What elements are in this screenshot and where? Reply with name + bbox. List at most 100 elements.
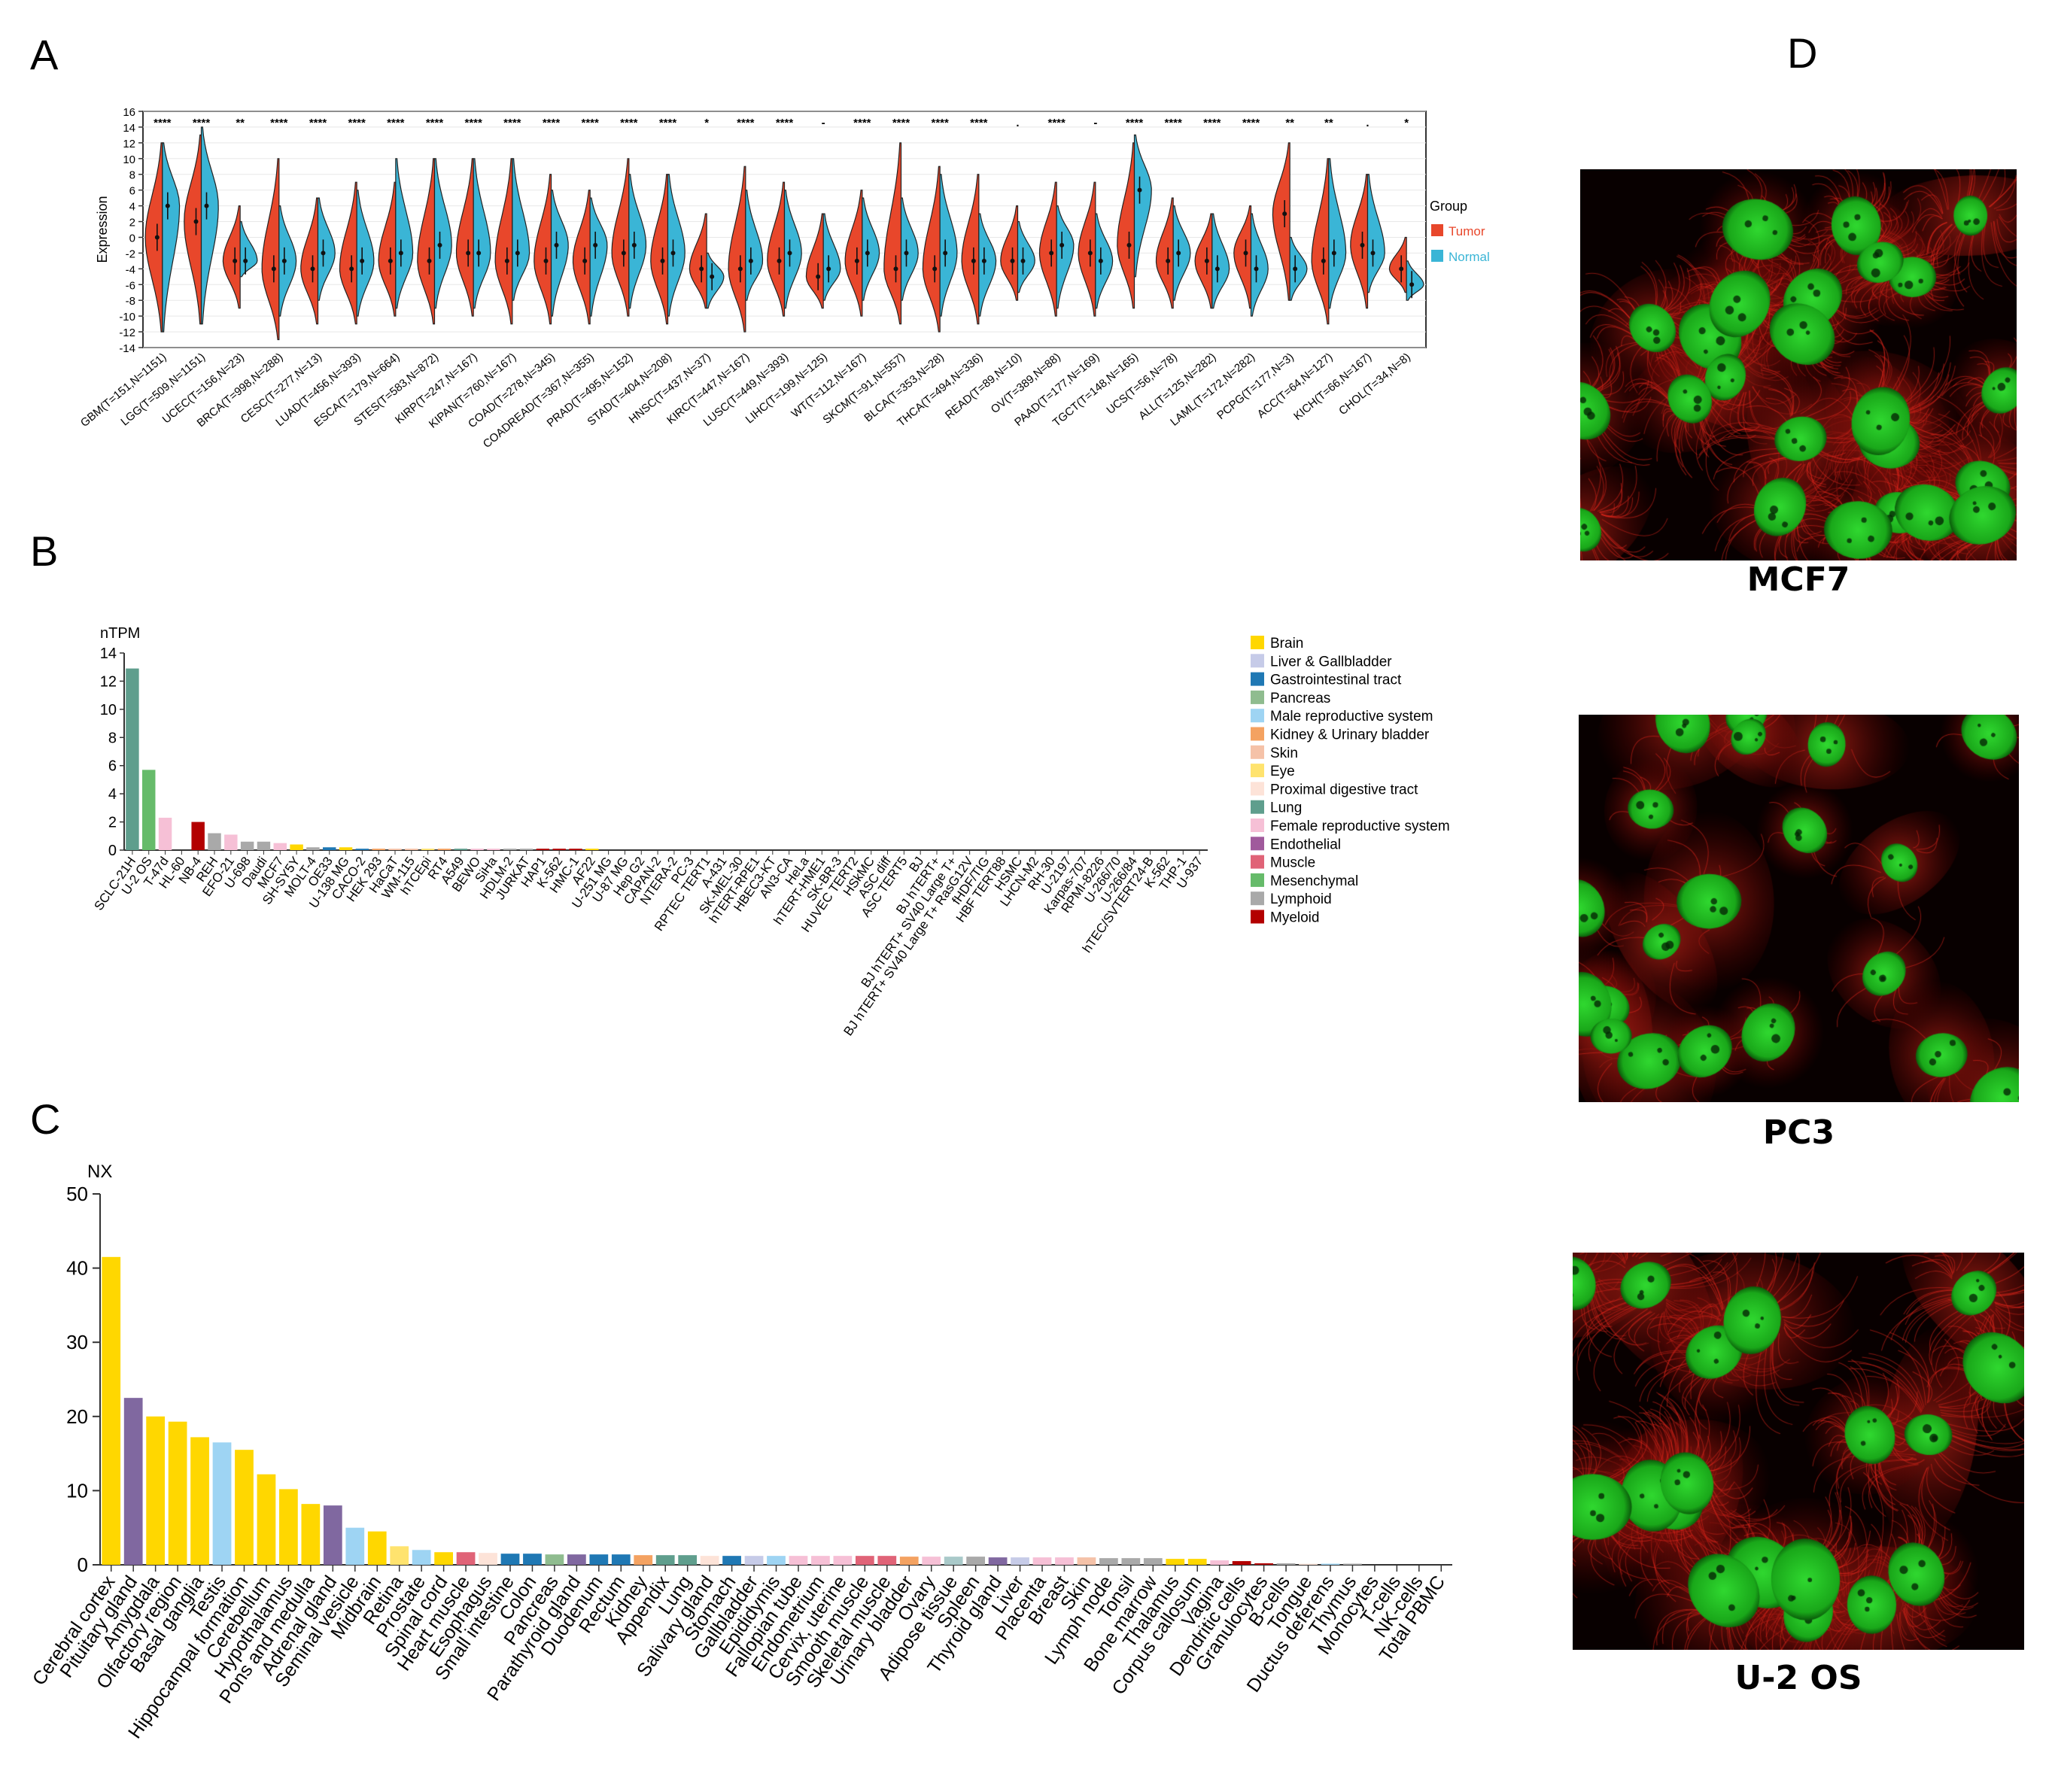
normal-median-point <box>515 251 520 256</box>
legend-swatch <box>1251 910 1264 924</box>
violin-tumor <box>1350 174 1369 309</box>
bar <box>240 841 254 850</box>
tumor-median-point <box>699 266 704 272</box>
significance-label: **** <box>931 117 949 129</box>
violin-normal <box>745 190 764 301</box>
y-tick-label: 40 <box>66 1257 88 1280</box>
violin-tumor <box>1038 181 1057 317</box>
legend-label: Muscle <box>1270 855 1315 871</box>
bar <box>877 1556 897 1565</box>
normal-median-point <box>865 251 870 256</box>
y-tick-label: 10 <box>66 1479 88 1502</box>
legend-label: Female reproductive system <box>1270 819 1450 834</box>
violin-tumor <box>961 174 980 325</box>
bar <box>257 1474 276 1565</box>
normal-median-point <box>670 251 676 256</box>
bar <box>855 1556 874 1565</box>
bar <box>1077 1557 1096 1565</box>
legend-swatch <box>1251 837 1264 851</box>
bar <box>589 1554 609 1565</box>
normal-median-point <box>593 242 598 248</box>
significance-label: - <box>1093 117 1097 129</box>
significance-label: **** <box>659 117 677 129</box>
significance-label: * <box>704 117 709 129</box>
bar <box>345 1527 365 1565</box>
bar <box>1232 1561 1251 1565</box>
significance-label: . <box>1366 117 1369 129</box>
violin-normal <box>473 158 491 309</box>
bar <box>224 834 238 850</box>
violin-normal <box>822 213 841 301</box>
bar <box>456 1552 476 1565</box>
panel-label-d: D <box>1787 29 1818 77</box>
y-tick-label: 8 <box>108 730 117 746</box>
bar <box>922 1557 941 1565</box>
tumor-median-point <box>1282 211 1287 217</box>
violin-normal <box>356 190 375 317</box>
violin-normal <box>1250 213 1269 317</box>
y-tick-label: -2 <box>126 248 135 260</box>
violin-normal <box>1289 236 1308 301</box>
violin-tumor <box>1194 213 1213 309</box>
normal-median-point <box>710 274 715 279</box>
violin-tumor <box>494 158 513 325</box>
normal-median-point <box>787 251 792 256</box>
bar <box>390 1546 409 1565</box>
violin-tumor <box>417 158 436 325</box>
bar <box>190 1437 209 1565</box>
violin-tumor <box>1311 158 1330 325</box>
normal-median-point <box>1409 282 1415 287</box>
significance-label: **** <box>426 117 444 129</box>
violin-normal <box>278 205 297 317</box>
tumor-median-point <box>816 274 821 279</box>
bar <box>1321 1563 1340 1565</box>
y-tick-label: 30 <box>66 1331 88 1353</box>
tumor-median-point <box>1010 258 1015 263</box>
violin-tumor <box>378 181 397 317</box>
tumor-median-point <box>271 266 276 272</box>
violin-tumor <box>844 190 863 317</box>
y-tick-label: -10 <box>119 311 135 323</box>
significance-label: **** <box>154 117 172 129</box>
normal-median-point <box>281 258 287 263</box>
bar <box>1276 1563 1296 1565</box>
bar <box>191 822 205 850</box>
bar <box>273 843 287 850</box>
legend-title: Group <box>1430 199 1467 214</box>
significance-label: **** <box>348 117 366 129</box>
legend-label: Pancreas <box>1270 691 1330 706</box>
legend-label: Myeloid <box>1270 910 1319 926</box>
violin-tumor <box>1155 197 1174 309</box>
legend-label: Mesenchymal <box>1270 873 1358 889</box>
significance-label: **** <box>970 117 988 129</box>
tumor-median-point <box>854 258 859 263</box>
tumor-median-point <box>233 258 238 263</box>
violin-normal <box>1172 205 1191 301</box>
significance-label: * <box>1404 117 1409 129</box>
legend-swatch <box>1251 764 1264 778</box>
legend-label-normal: Normal <box>1449 250 1490 264</box>
bar <box>1121 1558 1141 1565</box>
normal-median-point <box>243 258 248 263</box>
tumor-median-point <box>1049 251 1054 256</box>
y-tick-label: -4 <box>126 263 135 276</box>
bar <box>1210 1560 1230 1565</box>
normal-median-point <box>1214 266 1220 272</box>
bar <box>503 849 517 850</box>
violin-tumor <box>767 181 786 317</box>
normal-median-point <box>476 251 482 256</box>
y-tick-label: 16 <box>123 106 135 119</box>
bar <box>479 1553 497 1565</box>
y-axis-label: nTPM <box>100 625 140 642</box>
tumor-median-point <box>893 266 898 272</box>
violin-normal <box>433 158 452 309</box>
normal-median-point <box>904 251 909 256</box>
bar <box>126 668 139 850</box>
bar <box>545 1554 564 1565</box>
y-tick-label: 12 <box>123 138 135 150</box>
bar <box>678 1555 698 1565</box>
tumor-median-point <box>621 251 626 256</box>
violin-tumor <box>728 166 746 333</box>
y-tick-label: -6 <box>126 279 135 292</box>
bar <box>833 1556 853 1565</box>
